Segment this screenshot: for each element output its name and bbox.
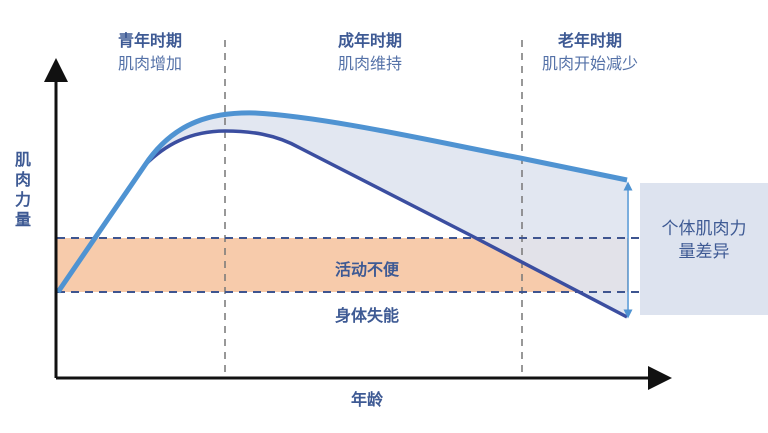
disability-label: 身体失能 <box>334 306 399 325</box>
phase-2-title: 成年时期 <box>337 31 402 50</box>
lower-curve <box>143 129 628 319</box>
phase-3-subtitle: 肌肉开始减少 <box>541 54 638 73</box>
phase-2-subtitle: 肌肉维持 <box>337 54 402 73</box>
y-axis-label: 肌肉力量 <box>14 150 31 229</box>
side-box <box>640 183 768 315</box>
muscle-gap-area <box>145 112 627 318</box>
side-label: 个体肌肉力量差异 <box>661 219 747 262</box>
phase-1-subtitle: 肌肉增加 <box>117 54 182 73</box>
band-label: 活动不便 <box>334 260 399 279</box>
phase-3-title: 老年时期 <box>557 31 622 50</box>
upper-curve <box>55 110 628 294</box>
phase-1-title: 青年时期 <box>117 31 182 50</box>
x-axis-label: 年龄 <box>350 390 383 409</box>
